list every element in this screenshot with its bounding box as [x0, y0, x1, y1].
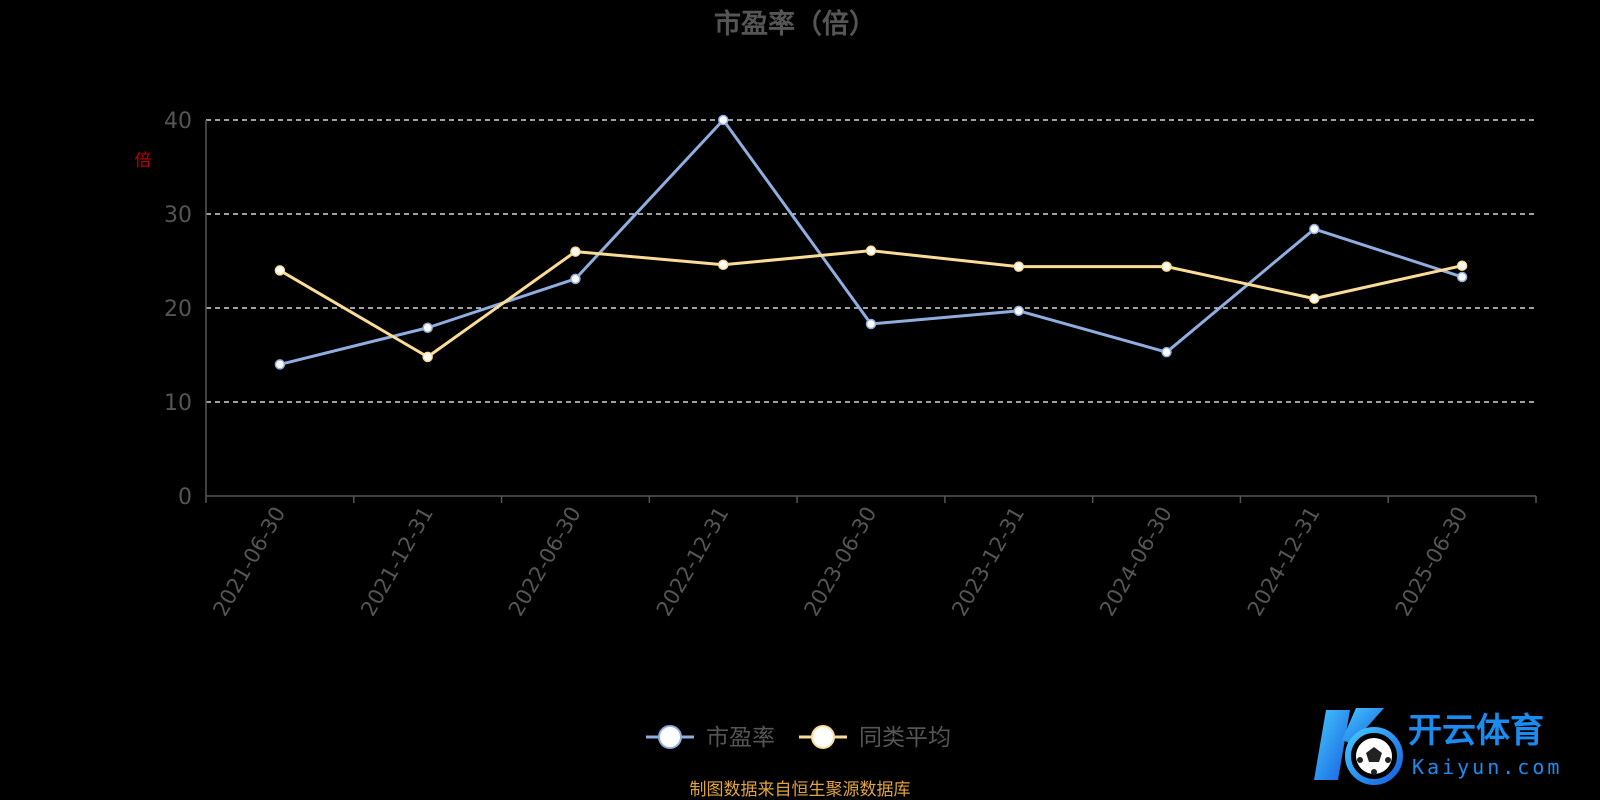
data-point	[274, 359, 286, 370]
x-tick-label: 2024-12-31	[1243, 503, 1325, 621]
data-point	[1013, 261, 1025, 272]
watermark-logo: 开云体育 Kaiyun.com	[1314, 708, 1562, 785]
data-point	[865, 245, 877, 256]
legend-marker	[811, 725, 835, 749]
data-point	[1161, 346, 1172, 358]
data-point	[865, 318, 877, 330]
axes: 0 10 20 30 40 2021-06-30 2021-12-31 2022-06-30 2…	[164, 109, 1537, 621]
data-point	[1456, 260, 1468, 271]
legend-label: 同类平均	[859, 725, 951, 751]
data-point	[422, 322, 433, 333]
data-point	[422, 351, 433, 363]
chart-title: 市盈率（倍）	[714, 8, 876, 40]
x-tick-label: 2022-12-31	[652, 503, 734, 621]
y-axis-label: 倍	[135, 151, 152, 171]
data-point	[570, 246, 581, 257]
series-line-1	[279, 249, 1463, 359]
watermark-brand-en: Kaiyun.com	[1412, 755, 1562, 779]
y-tick-label: 20	[164, 297, 192, 322]
x-tick-label: 2025-06-30	[1391, 503, 1473, 621]
watermark-brand-cn: 开云体育	[1408, 711, 1544, 751]
x-tick-label: 2023-06-30	[800, 503, 882, 621]
data-point	[274, 265, 286, 276]
grid-lines	[206, 119, 1536, 403]
legend-label: 市盈率	[706, 725, 775, 751]
source-note: 制图数据来自恒生聚源数据库	[690, 780, 911, 800]
data-point	[1309, 223, 1320, 235]
y-tick-label: 0	[178, 485, 192, 510]
data-point	[1456, 271, 1468, 283]
x-tick-label: 2022-06-30	[504, 503, 586, 621]
soccer-ball-icon	[1356, 738, 1392, 775]
data-point	[1309, 293, 1320, 304]
y-tick-label: 40	[164, 109, 192, 134]
data-point	[570, 273, 581, 285]
legend-marker	[658, 725, 682, 749]
data-point	[1013, 305, 1025, 317]
y-tick-label: 30	[164, 203, 192, 228]
k-logo-icon	[1314, 708, 1403, 785]
data-point	[717, 259, 729, 271]
data-point	[717, 114, 729, 126]
data-point	[1161, 261, 1172, 272]
legend: 市盈率 同类平均	[646, 725, 951, 751]
x-tick-label: 2023-12-31	[947, 503, 1029, 621]
x-tick-label: 2024-06-30	[1095, 503, 1177, 621]
series-lines	[274, 114, 1468, 370]
x-tick-label: 2021-12-31	[356, 502, 438, 620]
y-tick-label: 10	[164, 391, 192, 416]
x-tick-label: 2021-06-30	[208, 503, 290, 621]
